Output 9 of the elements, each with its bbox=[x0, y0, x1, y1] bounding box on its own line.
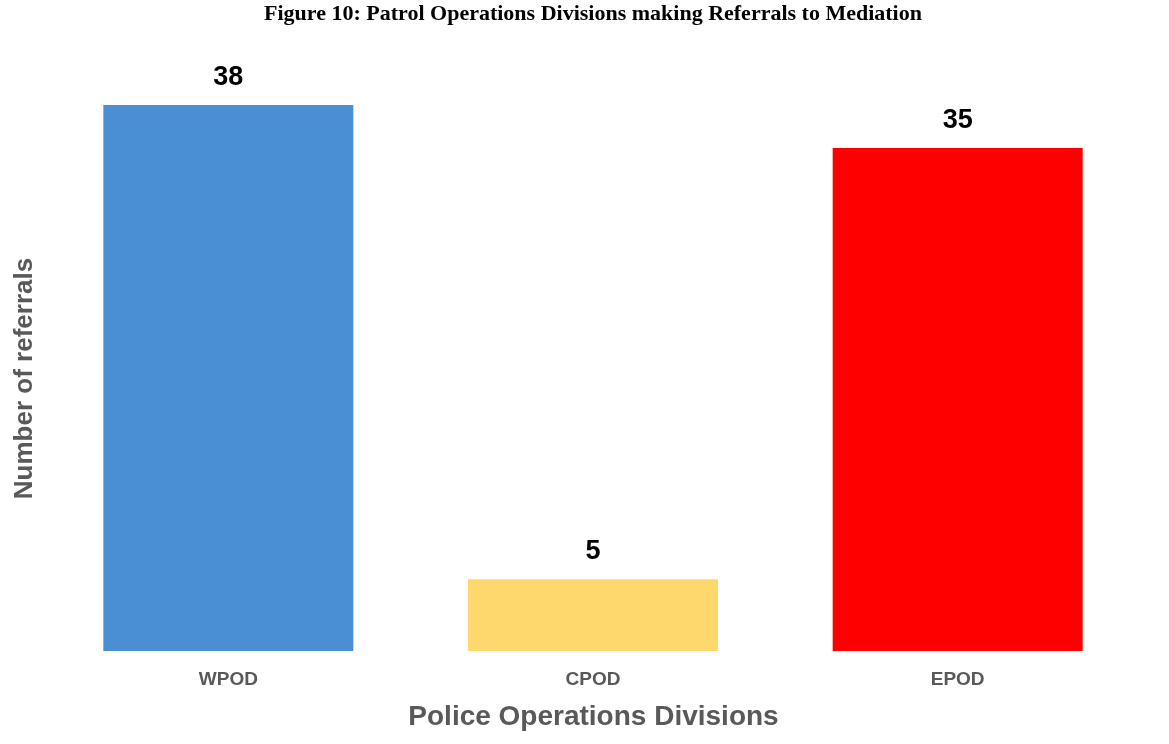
x-tick-label: WPOD bbox=[198, 667, 258, 689]
data-label: 38 bbox=[213, 61, 244, 91]
data-label: 5 bbox=[585, 535, 601, 566]
data-label: 35 bbox=[942, 104, 973, 135]
chart-title: Figure 10: Patrol Operations Divisions making Referrals to Mediation bbox=[264, 0, 922, 25]
y-axis-title: Number of referrals bbox=[7, 257, 38, 500]
x-tick-label: CPOD bbox=[565, 667, 621, 689]
x-axis-title: Police Operations Divisions bbox=[408, 699, 779, 731]
x-tick-label: EPOD bbox=[930, 667, 985, 689]
